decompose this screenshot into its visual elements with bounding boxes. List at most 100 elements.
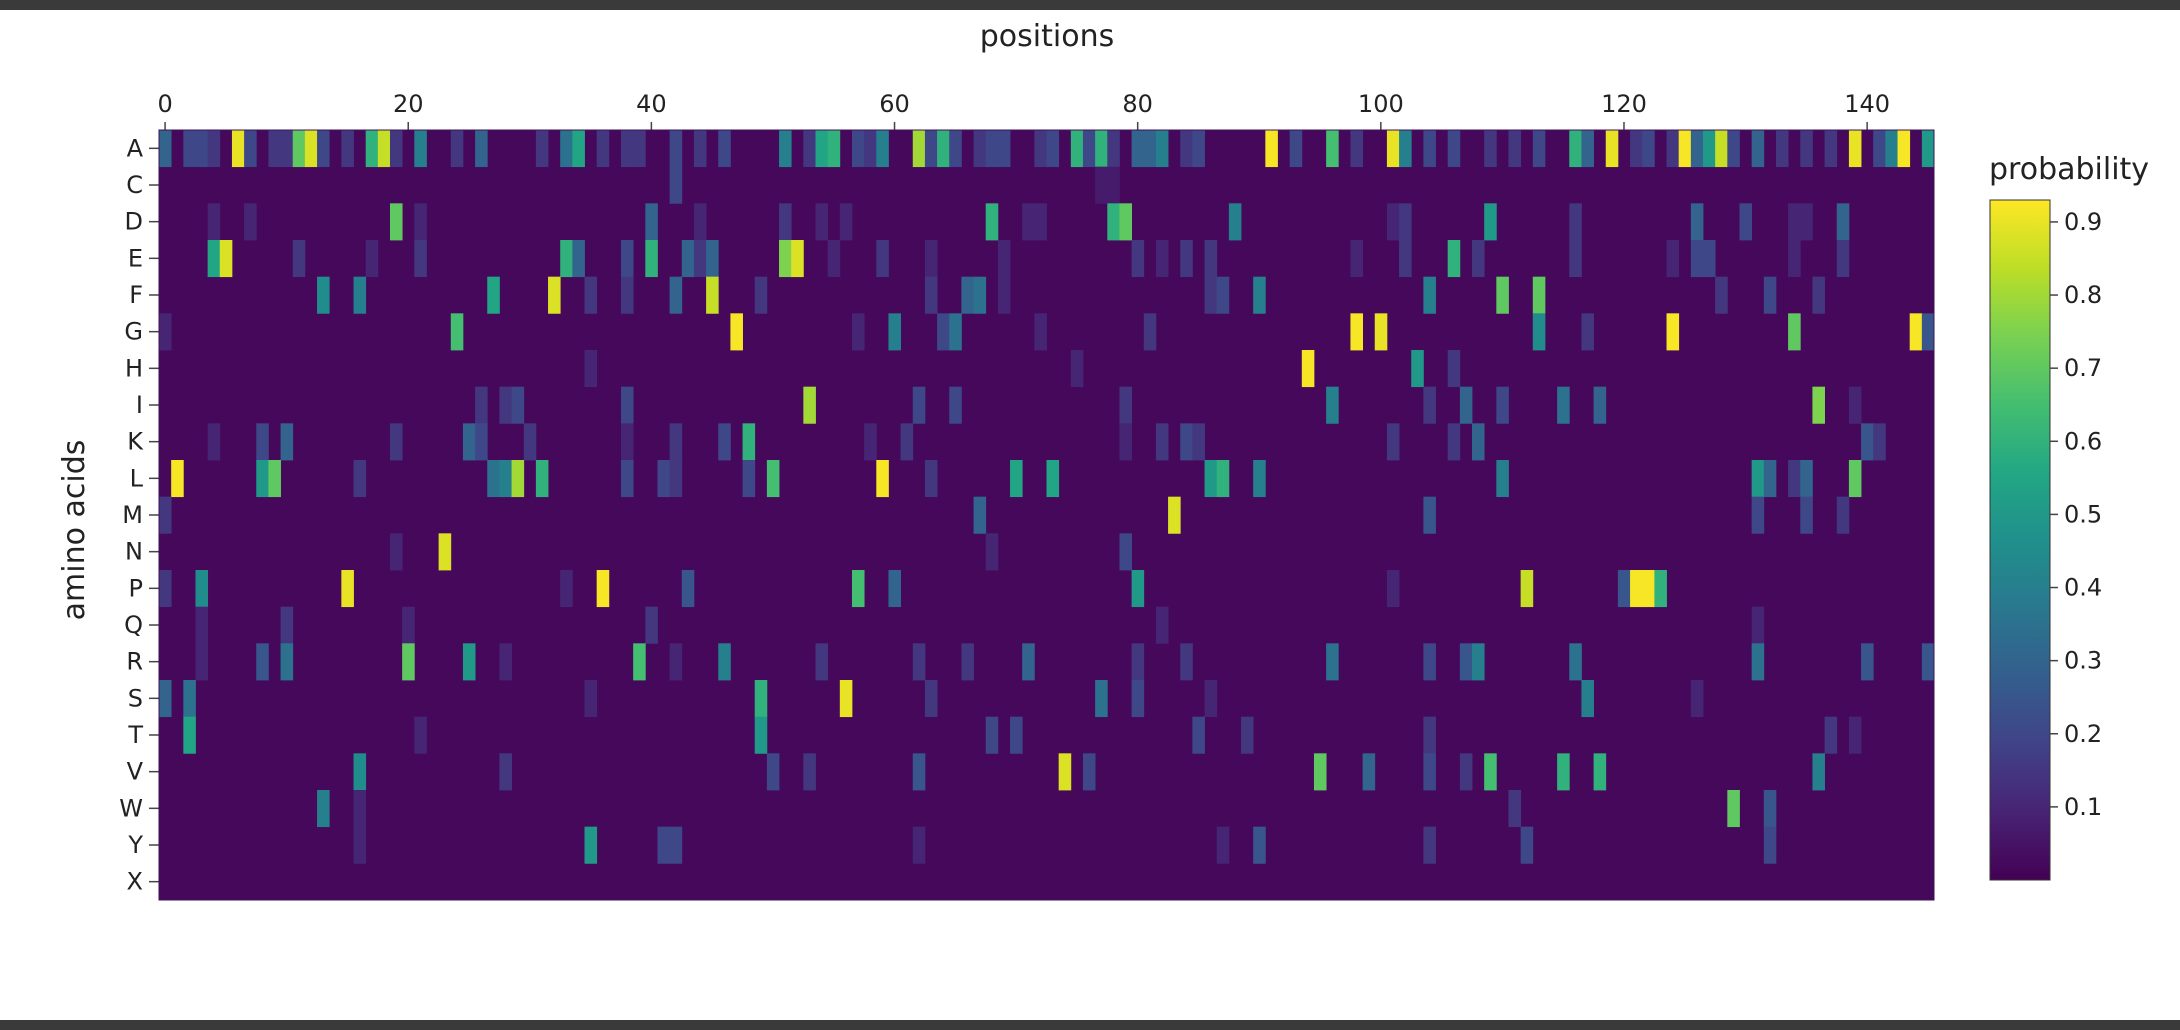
heatmap-cell (1848, 130, 1862, 168)
heatmap-cell (1143, 130, 1157, 168)
y-tick-label: F (129, 281, 143, 309)
heatmap-cell (1082, 130, 1096, 168)
heatmap-cell (1715, 276, 1728, 314)
heatmap-cell (1459, 386, 1473, 424)
heatmap-cell (1095, 680, 1108, 718)
heatmap-cell (402, 643, 415, 681)
heatmap-cell (450, 313, 464, 351)
heatmap-cell (669, 130, 683, 168)
heatmap-cell (1848, 460, 1862, 498)
heatmap-cell (1581, 313, 1594, 351)
heatmap-cell (657, 826, 671, 864)
heatmap-cell (1423, 386, 1436, 424)
heatmap-cell (669, 643, 683, 681)
heatmap-cell (706, 276, 719, 314)
heatmap-cell (1569, 643, 1582, 681)
heatmap-cell (1666, 313, 1680, 351)
heatmap-cell (1253, 276, 1266, 314)
x-tick-label: 120 (1601, 90, 1647, 118)
heatmap-cell (1168, 496, 1181, 534)
heatmap-cell (487, 276, 500, 314)
heatmap-cell (1180, 423, 1193, 461)
heatmap-cell (365, 130, 379, 168)
heatmap-cell (1824, 130, 1838, 168)
heatmap-cell (1107, 203, 1120, 241)
y-tick-label: A (127, 134, 144, 162)
heatmap-cell (669, 276, 683, 314)
heatmap-cell (1253, 460, 1266, 498)
heatmap-cell (353, 460, 367, 498)
heatmap-cell (365, 240, 379, 278)
heatmap-cell (1326, 130, 1339, 168)
heatmap-cell (1216, 460, 1230, 498)
heatmap-cell (1228, 203, 1242, 241)
heatmap-cell (535, 130, 549, 168)
heatmap-chart: positions amino acids probability 0 20 40 6… (57, 19, 2149, 901)
heatmap-cell (1034, 130, 1047, 168)
heatmap-cell (839, 680, 853, 718)
heatmap-cell (1763, 826, 1777, 864)
heatmap-cell (924, 680, 938, 718)
x-tick-label: 60 (879, 90, 910, 118)
heatmap-cell (1423, 496, 1436, 534)
heatmap-cell (1484, 203, 1497, 241)
heatmap-cell (864, 423, 877, 461)
heatmap-cell (1557, 753, 1570, 791)
y-tick-label: S (128, 684, 143, 712)
heatmap-cell (973, 496, 987, 534)
heatmap-cell (1690, 680, 1704, 718)
heatmap-cell (487, 460, 500, 498)
heatmap-cell (292, 130, 306, 168)
heatmap-cell (317, 130, 330, 168)
x-tick-label: 100 (1358, 90, 1404, 118)
heatmap-cell (596, 570, 610, 608)
heatmap-cell (1034, 203, 1047, 241)
heatmap-cell (1192, 130, 1205, 168)
heatmap-cell (827, 240, 841, 278)
heatmap-cell (766, 460, 780, 498)
heatmap-cell (912, 643, 926, 681)
colorbar-tick-label: 0.8 (2064, 281, 2102, 309)
heatmap-cell (620, 460, 634, 498)
heatmap-cell (438, 533, 452, 571)
heatmap-cell (803, 130, 816, 168)
heatmap-cell (159, 496, 172, 534)
heatmap-cell (1423, 276, 1436, 314)
heatmap-cell (815, 130, 829, 168)
heatmap-cell (414, 130, 427, 168)
heatmap-cell (851, 313, 865, 351)
heatmap-cell (560, 240, 573, 278)
heatmap-cell (560, 130, 573, 168)
heatmap-cell (1873, 423, 1886, 461)
heatmap-cell (1386, 203, 1400, 241)
heatmap-cell (766, 753, 780, 791)
heatmap-cell (1496, 276, 1509, 314)
heatmap-cell (195, 570, 209, 608)
heatmap-cell (1496, 460, 1509, 498)
heatmap-cell (572, 240, 585, 278)
colorbar-tick-label: 0.2 (2064, 720, 2102, 748)
heatmap-cell (815, 203, 829, 241)
heatmap-cell (912, 130, 926, 168)
heatmap-cell (1581, 680, 1594, 718)
heatmap-cell (1666, 130, 1680, 168)
colorbar-tick-label: 0.6 (2064, 427, 2102, 455)
heatmap-cell (1812, 386, 1825, 424)
heatmap-cell (718, 643, 731, 681)
heatmap-cell (620, 240, 634, 278)
heatmap-cell (1836, 203, 1850, 241)
heatmap-cell (1386, 423, 1400, 461)
heatmap-cell (195, 130, 209, 168)
heatmap-cell (535, 460, 549, 498)
heatmap-cell (268, 130, 281, 168)
heatmap-cell (1119, 533, 1133, 571)
heatmap-cell (280, 423, 294, 461)
heatmap-cell (584, 680, 598, 718)
heatmap-cell (876, 240, 889, 278)
heatmap-cell (1836, 240, 1850, 278)
x-axis-ticks: 0 20 40 60 80 100 120 140 (157, 90, 1890, 130)
heatmap-cell (1715, 130, 1728, 168)
heatmap-cell (1812, 753, 1825, 791)
heatmap-cell (499, 386, 512, 424)
